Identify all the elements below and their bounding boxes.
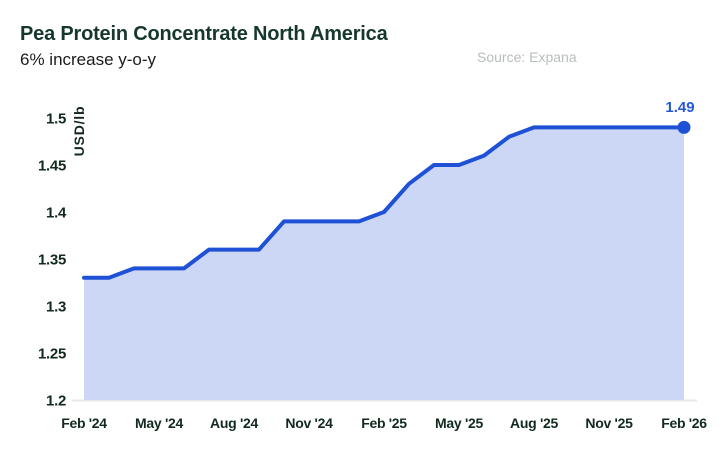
x-tick-label: Feb '24 — [61, 415, 107, 431]
y-tick-label: 1.35 — [38, 252, 66, 269]
end-point-dot — [677, 120, 691, 134]
x-tick-label: Aug '25 — [510, 415, 558, 431]
x-tick-label: Nov '24 — [285, 415, 333, 431]
x-tick-label: Nov '25 — [585, 415, 633, 431]
y-tick-label: 1.3 — [46, 299, 66, 316]
chart-title: Pea Protein Concentrate North America — [20, 23, 388, 45]
x-tick-label: Feb '25 — [361, 415, 407, 431]
area-fill — [84, 127, 684, 401]
y-tick-label: 1.4 — [46, 205, 67, 222]
chart-subtitle: 6% increase y-o-y — [20, 50, 157, 69]
y-tick-label: 1.2 — [46, 393, 66, 410]
y-axis-unit-label: USD/lb — [71, 106, 87, 157]
end-value-label: 1.49 — [665, 99, 694, 116]
x-tick-label: Feb '26 — [661, 415, 707, 431]
price-line — [82, 125, 686, 280]
y-tick-label: 1.5 — [46, 111, 66, 128]
x-tick-label: Aug '24 — [210, 415, 258, 431]
y-tick-label: 1.25 — [38, 346, 66, 363]
source-attribution: Source: Expana — [477, 49, 577, 65]
x-tick-label: May '25 — [435, 415, 483, 431]
y-tick-label: 1.45 — [38, 158, 66, 175]
x-tick-label: May '24 — [135, 415, 183, 431]
